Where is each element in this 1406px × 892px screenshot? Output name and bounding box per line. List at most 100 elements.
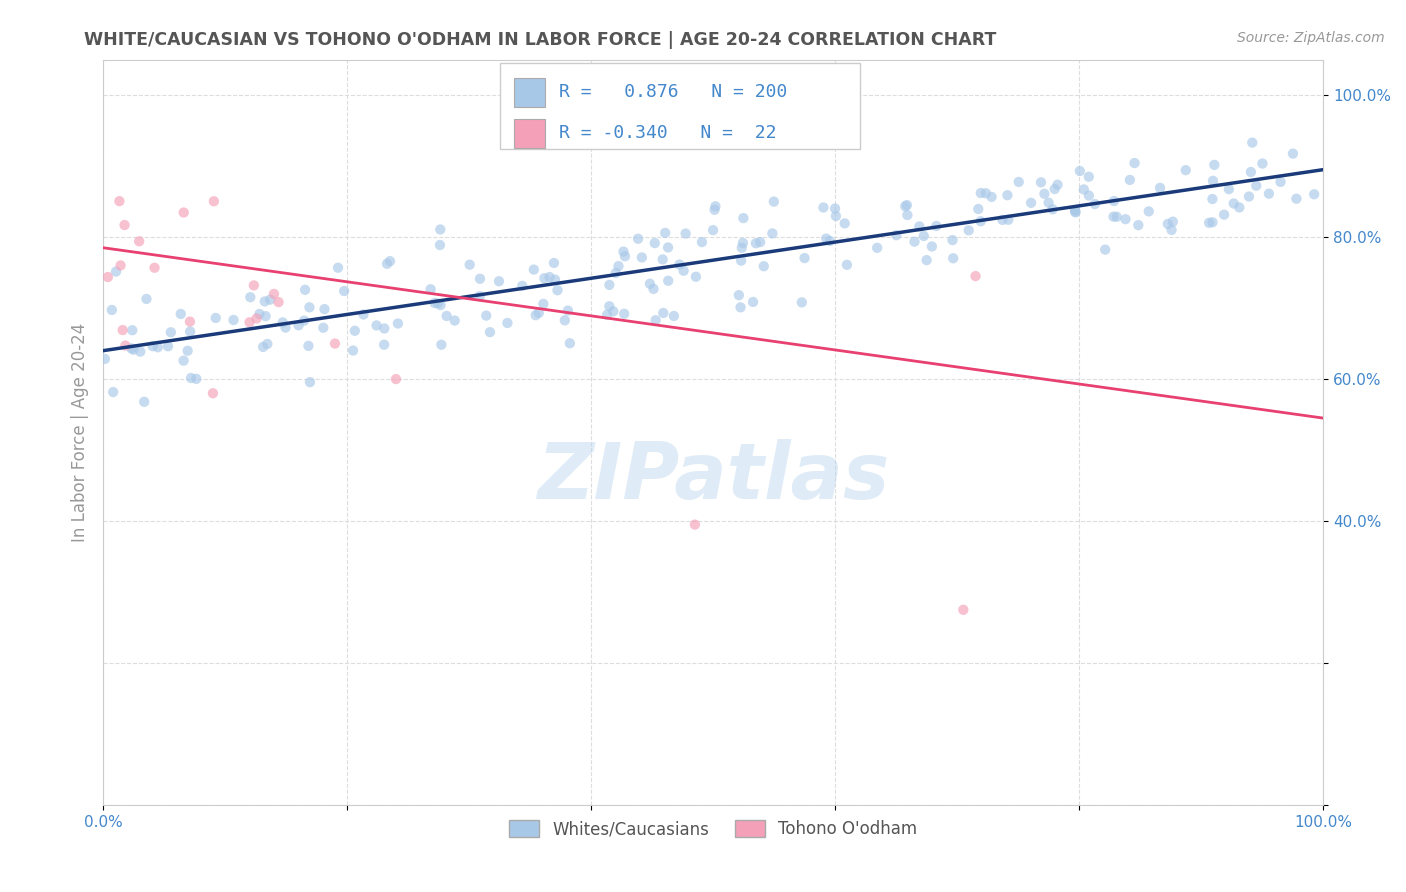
Point — [793, 251, 815, 265]
Point — [1029, 175, 1052, 189]
Point — [110, 259, 132, 273]
Point — [1201, 215, 1223, 229]
Point — [134, 394, 156, 409]
Point — [607, 259, 630, 273]
Point — [1064, 205, 1087, 219]
Point — [186, 372, 208, 386]
Point — [458, 258, 481, 272]
Legend: Whites/Caucasians, Tohono O'odham: Whites/Caucasians, Tohono O'odham — [503, 814, 924, 845]
Point — [373, 337, 395, 351]
Point — [790, 295, 813, 310]
Point — [312, 320, 335, 334]
Point — [108, 194, 131, 209]
Point — [834, 216, 856, 230]
Point — [256, 337, 278, 351]
Point — [921, 239, 943, 253]
Point — [263, 286, 285, 301]
Point — [557, 303, 579, 318]
Point — [298, 375, 321, 389]
Point — [267, 295, 290, 310]
Point — [762, 194, 785, 209]
Point — [254, 309, 277, 323]
Point — [685, 269, 707, 284]
Point — [1042, 202, 1064, 217]
Point — [970, 186, 993, 200]
Point — [202, 194, 225, 209]
Point — [730, 253, 752, 268]
Point — [538, 270, 561, 285]
Point — [731, 235, 754, 250]
Point — [668, 258, 690, 272]
Point — [1046, 178, 1069, 192]
Point — [703, 202, 725, 217]
Point — [111, 323, 134, 337]
Point — [1222, 196, 1244, 211]
Point — [204, 310, 226, 325]
Point — [114, 338, 136, 352]
Point — [1149, 181, 1171, 195]
Point — [143, 260, 166, 275]
Point — [531, 297, 554, 311]
Point — [510, 278, 533, 293]
Point — [675, 227, 697, 241]
Point — [903, 235, 925, 249]
Point — [523, 262, 546, 277]
Point — [1077, 169, 1099, 184]
Point — [644, 313, 666, 327]
Point — [965, 269, 987, 284]
Point — [97, 270, 120, 285]
Point — [323, 336, 346, 351]
Point — [1198, 216, 1220, 230]
Point — [1161, 215, 1184, 229]
Point — [1094, 243, 1116, 257]
Point — [179, 315, 201, 329]
Point — [925, 219, 948, 233]
Point — [657, 274, 679, 288]
Point — [1008, 175, 1031, 189]
Point — [252, 340, 274, 354]
Point — [271, 315, 294, 329]
Point — [527, 306, 550, 320]
Point — [997, 188, 1019, 202]
Point — [980, 190, 1002, 204]
Point — [297, 339, 319, 353]
Point — [1019, 195, 1042, 210]
Point — [1073, 182, 1095, 196]
Point — [180, 371, 202, 385]
Point — [333, 284, 356, 298]
Point — [249, 307, 271, 321]
Point — [176, 343, 198, 358]
Point — [160, 326, 183, 340]
Point — [259, 293, 281, 307]
Point — [974, 186, 997, 201]
Point — [423, 296, 446, 310]
Point — [602, 304, 624, 318]
Point — [967, 202, 990, 216]
Text: ZIPatlas: ZIPatlas — [537, 439, 890, 515]
Point — [173, 353, 195, 368]
Point — [554, 313, 576, 327]
Point — [912, 228, 935, 243]
Point — [761, 227, 783, 241]
Point — [997, 212, 1019, 227]
FancyBboxPatch shape — [499, 63, 859, 149]
Point — [627, 232, 650, 246]
Point — [426, 296, 449, 310]
Point — [496, 316, 519, 330]
Point — [1213, 208, 1236, 222]
Point — [375, 257, 398, 271]
Point — [730, 301, 752, 315]
Point — [488, 274, 510, 288]
Point — [429, 298, 451, 312]
Point — [952, 603, 974, 617]
Y-axis label: In Labor Force | Age 20-24: In Labor Force | Age 20-24 — [72, 323, 89, 542]
Point — [314, 302, 336, 317]
Point — [824, 202, 846, 216]
Point — [287, 318, 309, 333]
Point — [749, 235, 772, 249]
Point — [326, 260, 349, 275]
Point — [1119, 173, 1142, 187]
FancyBboxPatch shape — [515, 78, 544, 106]
Point — [468, 272, 491, 286]
Point — [1202, 174, 1225, 188]
